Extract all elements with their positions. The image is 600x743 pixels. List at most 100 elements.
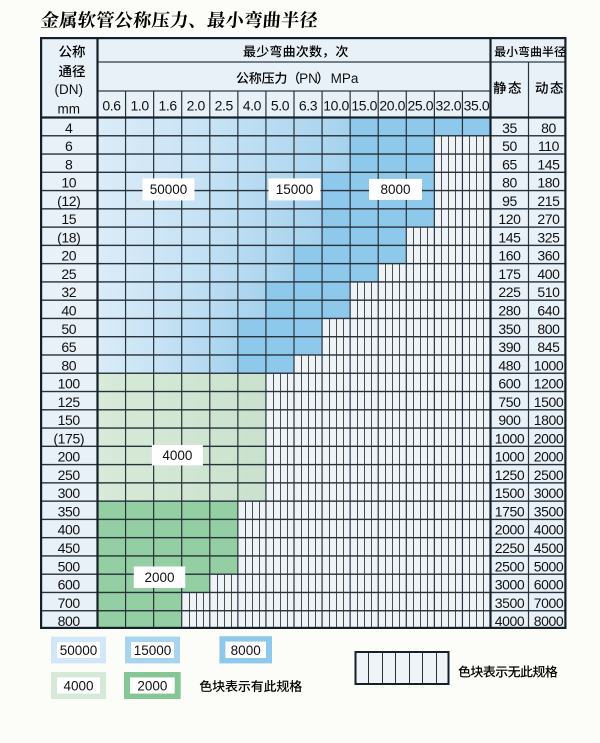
svg-text:15000: 15000 <box>134 643 172 658</box>
svg-text:280: 280 <box>498 303 521 319</box>
svg-text:7000: 7000 <box>534 595 564 611</box>
svg-text:150: 150 <box>58 412 81 428</box>
svg-text:(DN): (DN) <box>55 82 84 97</box>
svg-text:225: 225 <box>498 284 521 300</box>
svg-text:750: 750 <box>498 394 521 410</box>
svg-text:390: 390 <box>498 339 521 355</box>
svg-text:900: 900 <box>498 412 521 428</box>
svg-text:2500: 2500 <box>534 467 564 483</box>
svg-text:10: 10 <box>61 175 76 191</box>
svg-text:100: 100 <box>58 376 81 392</box>
svg-text:1800: 1800 <box>534 412 564 428</box>
svg-text:800: 800 <box>537 321 560 337</box>
svg-text:(12): (12) <box>57 193 80 209</box>
svg-text:600: 600 <box>498 376 521 392</box>
svg-text:40: 40 <box>61 303 76 319</box>
svg-text:2000: 2000 <box>495 522 525 538</box>
svg-text:4000: 4000 <box>534 522 564 538</box>
svg-text:125: 125 <box>58 394 81 410</box>
svg-text:20.0: 20.0 <box>379 97 405 113</box>
svg-text:25: 25 <box>61 266 76 282</box>
svg-text:50000: 50000 <box>60 643 98 658</box>
svg-text:2.0: 2.0 <box>187 97 206 113</box>
svg-text:1000: 1000 <box>495 430 525 446</box>
svg-text:5000: 5000 <box>534 558 564 574</box>
svg-text:8: 8 <box>65 156 73 172</box>
svg-text:2500: 2500 <box>495 558 525 574</box>
svg-text:480: 480 <box>498 357 521 373</box>
svg-text:mm: mm <box>58 102 81 117</box>
svg-text:160: 160 <box>498 248 521 264</box>
svg-text:400: 400 <box>58 522 81 538</box>
svg-text:270: 270 <box>537 211 560 227</box>
svg-text:50000: 50000 <box>150 182 188 197</box>
svg-text:700: 700 <box>58 595 81 611</box>
svg-text:0.6: 0.6 <box>102 97 121 113</box>
svg-text:2250: 2250 <box>495 540 525 556</box>
svg-text:65: 65 <box>502 156 517 172</box>
svg-text:1000: 1000 <box>495 449 525 465</box>
svg-text:360: 360 <box>537 248 560 264</box>
svg-text:95: 95 <box>502 193 517 209</box>
svg-text:8000: 8000 <box>231 643 261 658</box>
svg-text:15: 15 <box>61 211 76 227</box>
svg-text:3000: 3000 <box>534 485 564 501</box>
svg-text:110: 110 <box>538 138 560 154</box>
svg-text:50: 50 <box>61 321 76 337</box>
svg-text:4000: 4000 <box>162 448 192 463</box>
svg-text:10.0: 10.0 <box>323 97 349 113</box>
svg-text:350: 350 <box>58 503 81 519</box>
svg-text:4000: 4000 <box>495 613 525 629</box>
svg-text:350: 350 <box>498 321 521 337</box>
svg-text:8000: 8000 <box>534 613 564 629</box>
svg-text:180: 180 <box>537 175 560 191</box>
svg-text:600: 600 <box>58 577 81 593</box>
svg-text:4.0: 4.0 <box>243 97 262 113</box>
svg-text:3000: 3000 <box>495 577 525 593</box>
svg-text:500: 500 <box>58 558 81 574</box>
svg-text:845: 845 <box>537 339 560 355</box>
svg-text:215: 215 <box>537 193 560 209</box>
svg-text:800: 800 <box>58 613 81 629</box>
svg-text:1200: 1200 <box>534 376 564 392</box>
svg-text:2.5: 2.5 <box>215 97 234 113</box>
svg-text:4000: 4000 <box>63 679 93 694</box>
svg-text:32.0: 32.0 <box>436 97 462 113</box>
svg-text:200: 200 <box>58 449 81 465</box>
svg-text:80: 80 <box>61 357 76 373</box>
svg-text:MPa: MPa <box>331 71 359 86</box>
svg-text:2000: 2000 <box>137 679 167 694</box>
svg-text:1500: 1500 <box>495 485 525 501</box>
svg-text:20: 20 <box>61 248 76 264</box>
svg-text:35.0: 35.0 <box>464 97 490 113</box>
svg-text:3500: 3500 <box>534 503 564 519</box>
svg-text:8000: 8000 <box>380 182 410 197</box>
svg-text:250: 250 <box>58 467 81 483</box>
svg-text:450: 450 <box>58 540 81 556</box>
svg-text:510: 510 <box>537 284 560 300</box>
svg-text:325: 325 <box>537 229 560 245</box>
svg-text:35: 35 <box>502 120 517 136</box>
svg-text:2000: 2000 <box>534 430 564 446</box>
svg-text:(18): (18) <box>57 229 80 245</box>
svg-text:25.0: 25.0 <box>407 97 433 113</box>
svg-text:32: 32 <box>61 284 76 300</box>
svg-text:4: 4 <box>65 120 73 136</box>
svg-text:4500: 4500 <box>534 540 564 556</box>
svg-text:1.6: 1.6 <box>159 97 178 113</box>
svg-text:15.0: 15.0 <box>351 97 377 113</box>
svg-text:640: 640 <box>537 303 560 319</box>
svg-text:50: 50 <box>502 138 517 154</box>
svg-text:80: 80 <box>502 175 517 191</box>
svg-text:1750: 1750 <box>495 503 525 519</box>
svg-text:(175): (175) <box>53 430 84 446</box>
svg-text:80: 80 <box>541 120 556 136</box>
svg-text:PN: PN <box>299 71 318 86</box>
svg-text:1000: 1000 <box>534 357 564 373</box>
svg-text:15000: 15000 <box>276 182 314 197</box>
svg-text:2000: 2000 <box>144 570 174 585</box>
svg-text:1.0: 1.0 <box>130 97 149 113</box>
svg-text:1250: 1250 <box>495 467 525 483</box>
svg-text:3500: 3500 <box>495 595 525 611</box>
svg-text:65: 65 <box>61 339 76 355</box>
